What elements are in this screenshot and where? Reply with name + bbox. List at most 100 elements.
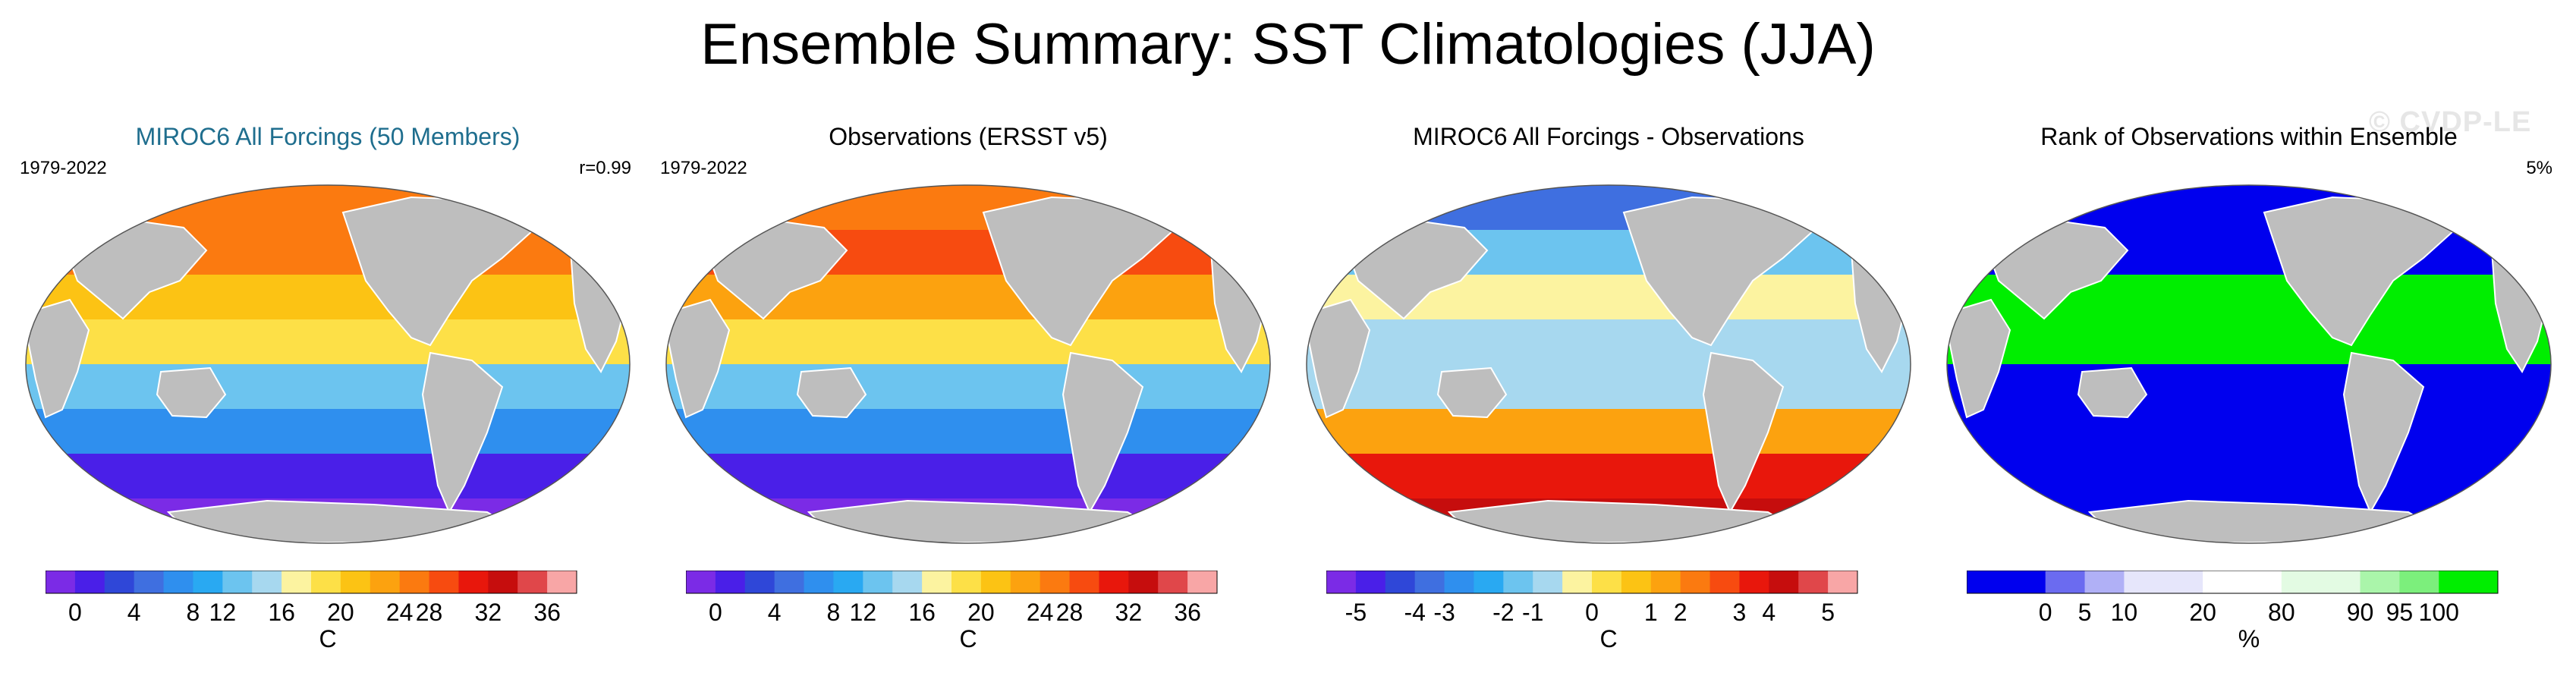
colorbar-swatch	[2439, 571, 2499, 593]
colorbar-tick-label: 5	[2078, 599, 2092, 626]
field-band	[26, 409, 630, 454]
field-band	[666, 409, 1270, 454]
colorbar-tick-label: 36	[533, 599, 561, 626]
colorbar-swatch	[46, 571, 76, 593]
colorbar-swatch	[833, 571, 863, 593]
colorbar-tick-label: 28	[1056, 599, 1084, 626]
colorbar-tick-label: 95	[2386, 599, 2414, 626]
colorbar-tick-label: -2	[1492, 599, 1514, 626]
colorbar-tick-label: 28	[416, 599, 443, 626]
period-label: 1979-2022	[660, 158, 747, 178]
sst-map	[25, 184, 631, 544]
colorbar-swatch	[74, 571, 105, 593]
colorbar-unit: C	[1599, 625, 1618, 652]
sst-map	[665, 184, 1271, 544]
colorbar: 0 4 8 12 16 20 24 28 32 36	[686, 571, 1218, 626]
panel-title: MIROC6 All Forcings (50 Members)	[135, 123, 521, 150]
colorbar-swatch	[2045, 571, 2086, 593]
africa-landmass	[1948, 298, 2011, 419]
colorbar-swatch	[458, 571, 489, 593]
colorbar-swatch	[2203, 571, 2282, 593]
colorbar-tick-label: 8	[187, 599, 200, 626]
colorbar: -5 -4 -3 -2 -1 0 1 2 3 4 5	[1326, 571, 1858, 626]
colorbar-tick-label: 20	[327, 599, 354, 626]
colorbar-outline	[46, 571, 577, 594]
colorbar: 0 4 8 12 16 20 24 28 32 36	[46, 571, 577, 626]
figure-title: Ensemble Summary: SST Climatologies (JJA…	[700, 12, 1876, 77]
colorbar-swatch	[1592, 571, 1622, 593]
map-border	[25, 184, 631, 544]
colorbar-tick-label: 4	[1762, 599, 1776, 626]
greenland-landmass	[1812, 188, 1860, 237]
field-band	[1307, 409, 1911, 454]
colorbar-swatch	[863, 571, 893, 593]
colorbar-outline	[686, 571, 1218, 594]
colorbar-tick-label: 2	[1674, 599, 1687, 626]
greenland-landmass	[2452, 188, 2501, 237]
colorbar-swatch	[399, 571, 430, 593]
colorbar-swatch	[804, 571, 834, 593]
colorbar-swatch	[1069, 571, 1099, 593]
colorbar-swatch	[1562, 571, 1593, 593]
colorbar: 0 5 10 20 80 90 95 100	[1967, 571, 2499, 626]
colorbar-swatch	[922, 571, 952, 593]
colorbar-tick-label: 24	[386, 599, 414, 626]
map-border	[1306, 184, 1911, 544]
field-band	[1947, 409, 2551, 454]
colorbar-swatch	[1680, 571, 1711, 593]
colorbar-swatch	[1326, 571, 1357, 593]
south-america-landmass	[1062, 351, 1144, 514]
colorbar-swatch	[547, 571, 577, 593]
rank-map	[1946, 184, 2552, 544]
colorbar-tick-label: 4	[768, 599, 782, 626]
panel-title: Rank of Observations within Ensemble	[2040, 123, 2458, 150]
colorbar-swatch	[744, 571, 775, 593]
field-band	[1307, 185, 1911, 231]
colorbar-swatch	[104, 571, 135, 593]
colorbar-swatch	[2281, 571, 2361, 593]
south-america-landmass	[421, 351, 504, 514]
field-band	[1307, 364, 1911, 410]
field-band	[666, 454, 1270, 499]
colorbar-tick-label: -5	[1345, 599, 1367, 626]
period-label: 1979-2022	[20, 158, 107, 178]
colorbar-swatch	[1503, 571, 1533, 593]
colorbar-swatch	[517, 571, 548, 593]
colorbar-tick-label: 12	[209, 599, 237, 626]
colorbar-tick-label: 36	[1174, 599, 1201, 626]
colorbar-swatch	[1709, 571, 1740, 593]
colorbar-swatch	[892, 571, 923, 593]
colorbar-tick-label: 0	[1585, 599, 1599, 626]
colorbar-swatch	[2360, 571, 2400, 593]
australia-landmass	[2077, 366, 2148, 419]
colorbar-swatch	[1739, 571, 1769, 593]
panel-title: Observations (ERSST v5)	[829, 123, 1108, 150]
greenland-landmass	[531, 188, 580, 237]
colorbar-swatch	[715, 571, 746, 593]
colorbar-swatch	[1474, 571, 1504, 593]
colorbar-unit: C	[959, 625, 977, 652]
colorbar-swatch	[193, 571, 223, 593]
field-band	[26, 364, 630, 410]
field-band	[1947, 185, 2551, 231]
africa-landmass	[27, 298, 90, 419]
colorbar-tick-label: 32	[475, 599, 502, 626]
australia-landmass	[156, 366, 227, 419]
colorbar-tick-label: 16	[268, 599, 295, 626]
colorbar-tick-label: 100	[2419, 599, 2459, 626]
colorbar-swatch	[2084, 571, 2125, 593]
colorbar-swatch	[163, 571, 193, 593]
south-america-landmass	[1702, 351, 1785, 514]
panel-difference: MIROC6 All Forcings - Observations -5 -4-…	[1290, 114, 1927, 668]
colorbar-tick-label: 80	[2268, 599, 2295, 626]
colorbar-swatch	[1621, 571, 1652, 593]
colorbar-swatch	[1010, 571, 1041, 593]
colorbar-tick-label: 0	[2039, 599, 2052, 626]
colorbar-tick-label: 1	[1644, 599, 1658, 626]
colorbar-swatch	[488, 571, 518, 593]
colorbar-tick-label: 5	[1821, 599, 1835, 626]
colorbar-swatch	[774, 571, 805, 593]
panel-model: MIROC6 All Forcings (50 Members) 1979-20…	[9, 114, 646, 668]
map-border	[1946, 184, 2552, 544]
field-band	[1307, 319, 1911, 365]
